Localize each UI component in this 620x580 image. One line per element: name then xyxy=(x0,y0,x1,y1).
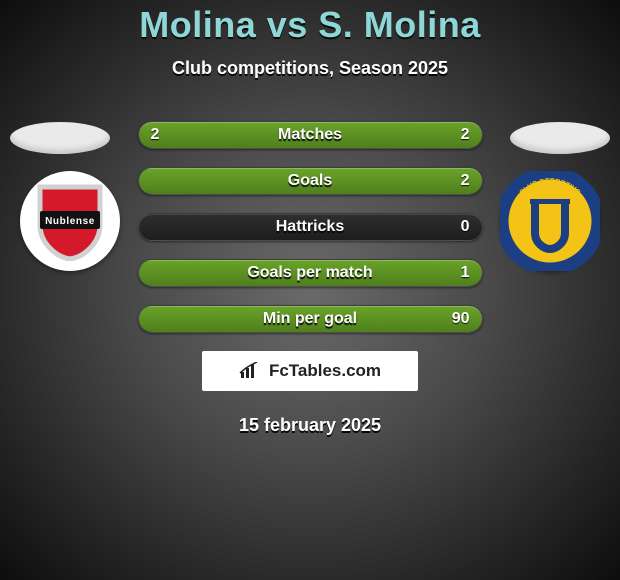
stat-row: Hattricks 0 xyxy=(138,213,483,241)
stat-label: Hattricks xyxy=(139,218,482,236)
stat-row: Goals 2 xyxy=(138,167,483,195)
fctables-logo: FcTables.com xyxy=(202,351,418,391)
stat-row: Min per goal 90 xyxy=(138,305,483,333)
bar-chart-icon xyxy=(239,362,263,380)
stat-label: Matches xyxy=(139,126,482,144)
stat-label: Goals xyxy=(139,172,482,190)
comparison-card: Molina vs S. Molina Club competitions, S… xyxy=(0,0,620,580)
page-title: Molina vs S. Molina xyxy=(0,4,620,46)
stats-table: 2 Matches 2 Goals 2 Hattricks 0 Goals pe… xyxy=(138,121,483,333)
subtitle: Club competitions, Season 2025 xyxy=(0,58,620,79)
logo-text: FcTables.com xyxy=(269,361,381,381)
match-date: 15 february 2025 xyxy=(0,415,620,436)
stat-row: Goals per match 1 xyxy=(138,259,483,287)
left-player-ellipse xyxy=(10,122,110,154)
stat-label: Min per goal xyxy=(139,310,482,328)
left-team-crest: Nublense xyxy=(20,171,120,271)
nublense-shield-icon: Nublense xyxy=(34,181,106,261)
stat-row: 2 Matches 2 xyxy=(138,121,483,149)
nublense-name: Nublense xyxy=(45,216,95,227)
right-team-crest: CLUB DEPORTIVO xyxy=(500,171,600,271)
right-player-ellipse xyxy=(510,122,610,154)
stat-label: Goals per match xyxy=(139,264,482,282)
udec-crest-icon: CLUB DEPORTIVO xyxy=(500,171,600,271)
